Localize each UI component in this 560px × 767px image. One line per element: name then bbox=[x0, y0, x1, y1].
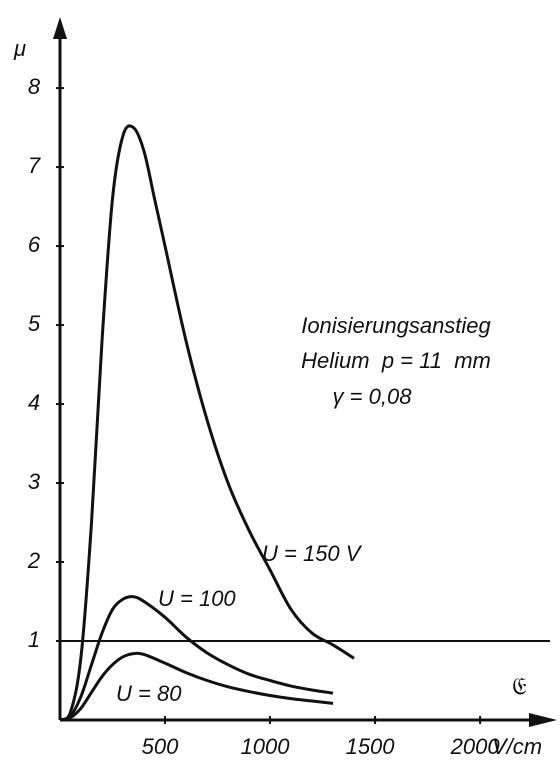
annotation: Ionisierungsanstieg bbox=[301, 313, 491, 338]
annotation: Helium p = 11 mm bbox=[301, 348, 491, 373]
x-axis-label: 𝔈 bbox=[512, 673, 527, 700]
x-tick-label: 500 bbox=[142, 734, 179, 759]
series-line bbox=[59, 595, 334, 722]
x-tick-label: 2000 bbox=[450, 734, 501, 759]
y-tick-label: 3 bbox=[28, 469, 41, 494]
y-tick-label: 8 bbox=[28, 74, 41, 99]
series-label: U = 80 bbox=[116, 681, 182, 706]
y-tick-label: 2 bbox=[27, 548, 40, 573]
y-tick-label: 5 bbox=[28, 311, 41, 336]
x-tick-label: 1000 bbox=[241, 734, 291, 759]
series-line bbox=[59, 651, 334, 722]
series-label: U = 150 V bbox=[262, 541, 363, 566]
y-tick-label: 1 bbox=[28, 627, 40, 652]
y-axis-arrow bbox=[53, 17, 67, 39]
series-line bbox=[59, 124, 355, 722]
y-tick-label: 7 bbox=[28, 153, 41, 178]
y-tick-label: 4 bbox=[28, 390, 40, 415]
annotation: γ = 0,08 bbox=[333, 384, 413, 409]
x-unit-label: V/cm bbox=[492, 734, 542, 759]
x-tick-label: 1500 bbox=[346, 734, 396, 759]
y-tick-label: 6 bbox=[28, 232, 41, 257]
y-axis-label: μ bbox=[13, 36, 26, 61]
series-label: U = 100 bbox=[158, 586, 236, 611]
x-axis-arrow bbox=[529, 713, 557, 727]
